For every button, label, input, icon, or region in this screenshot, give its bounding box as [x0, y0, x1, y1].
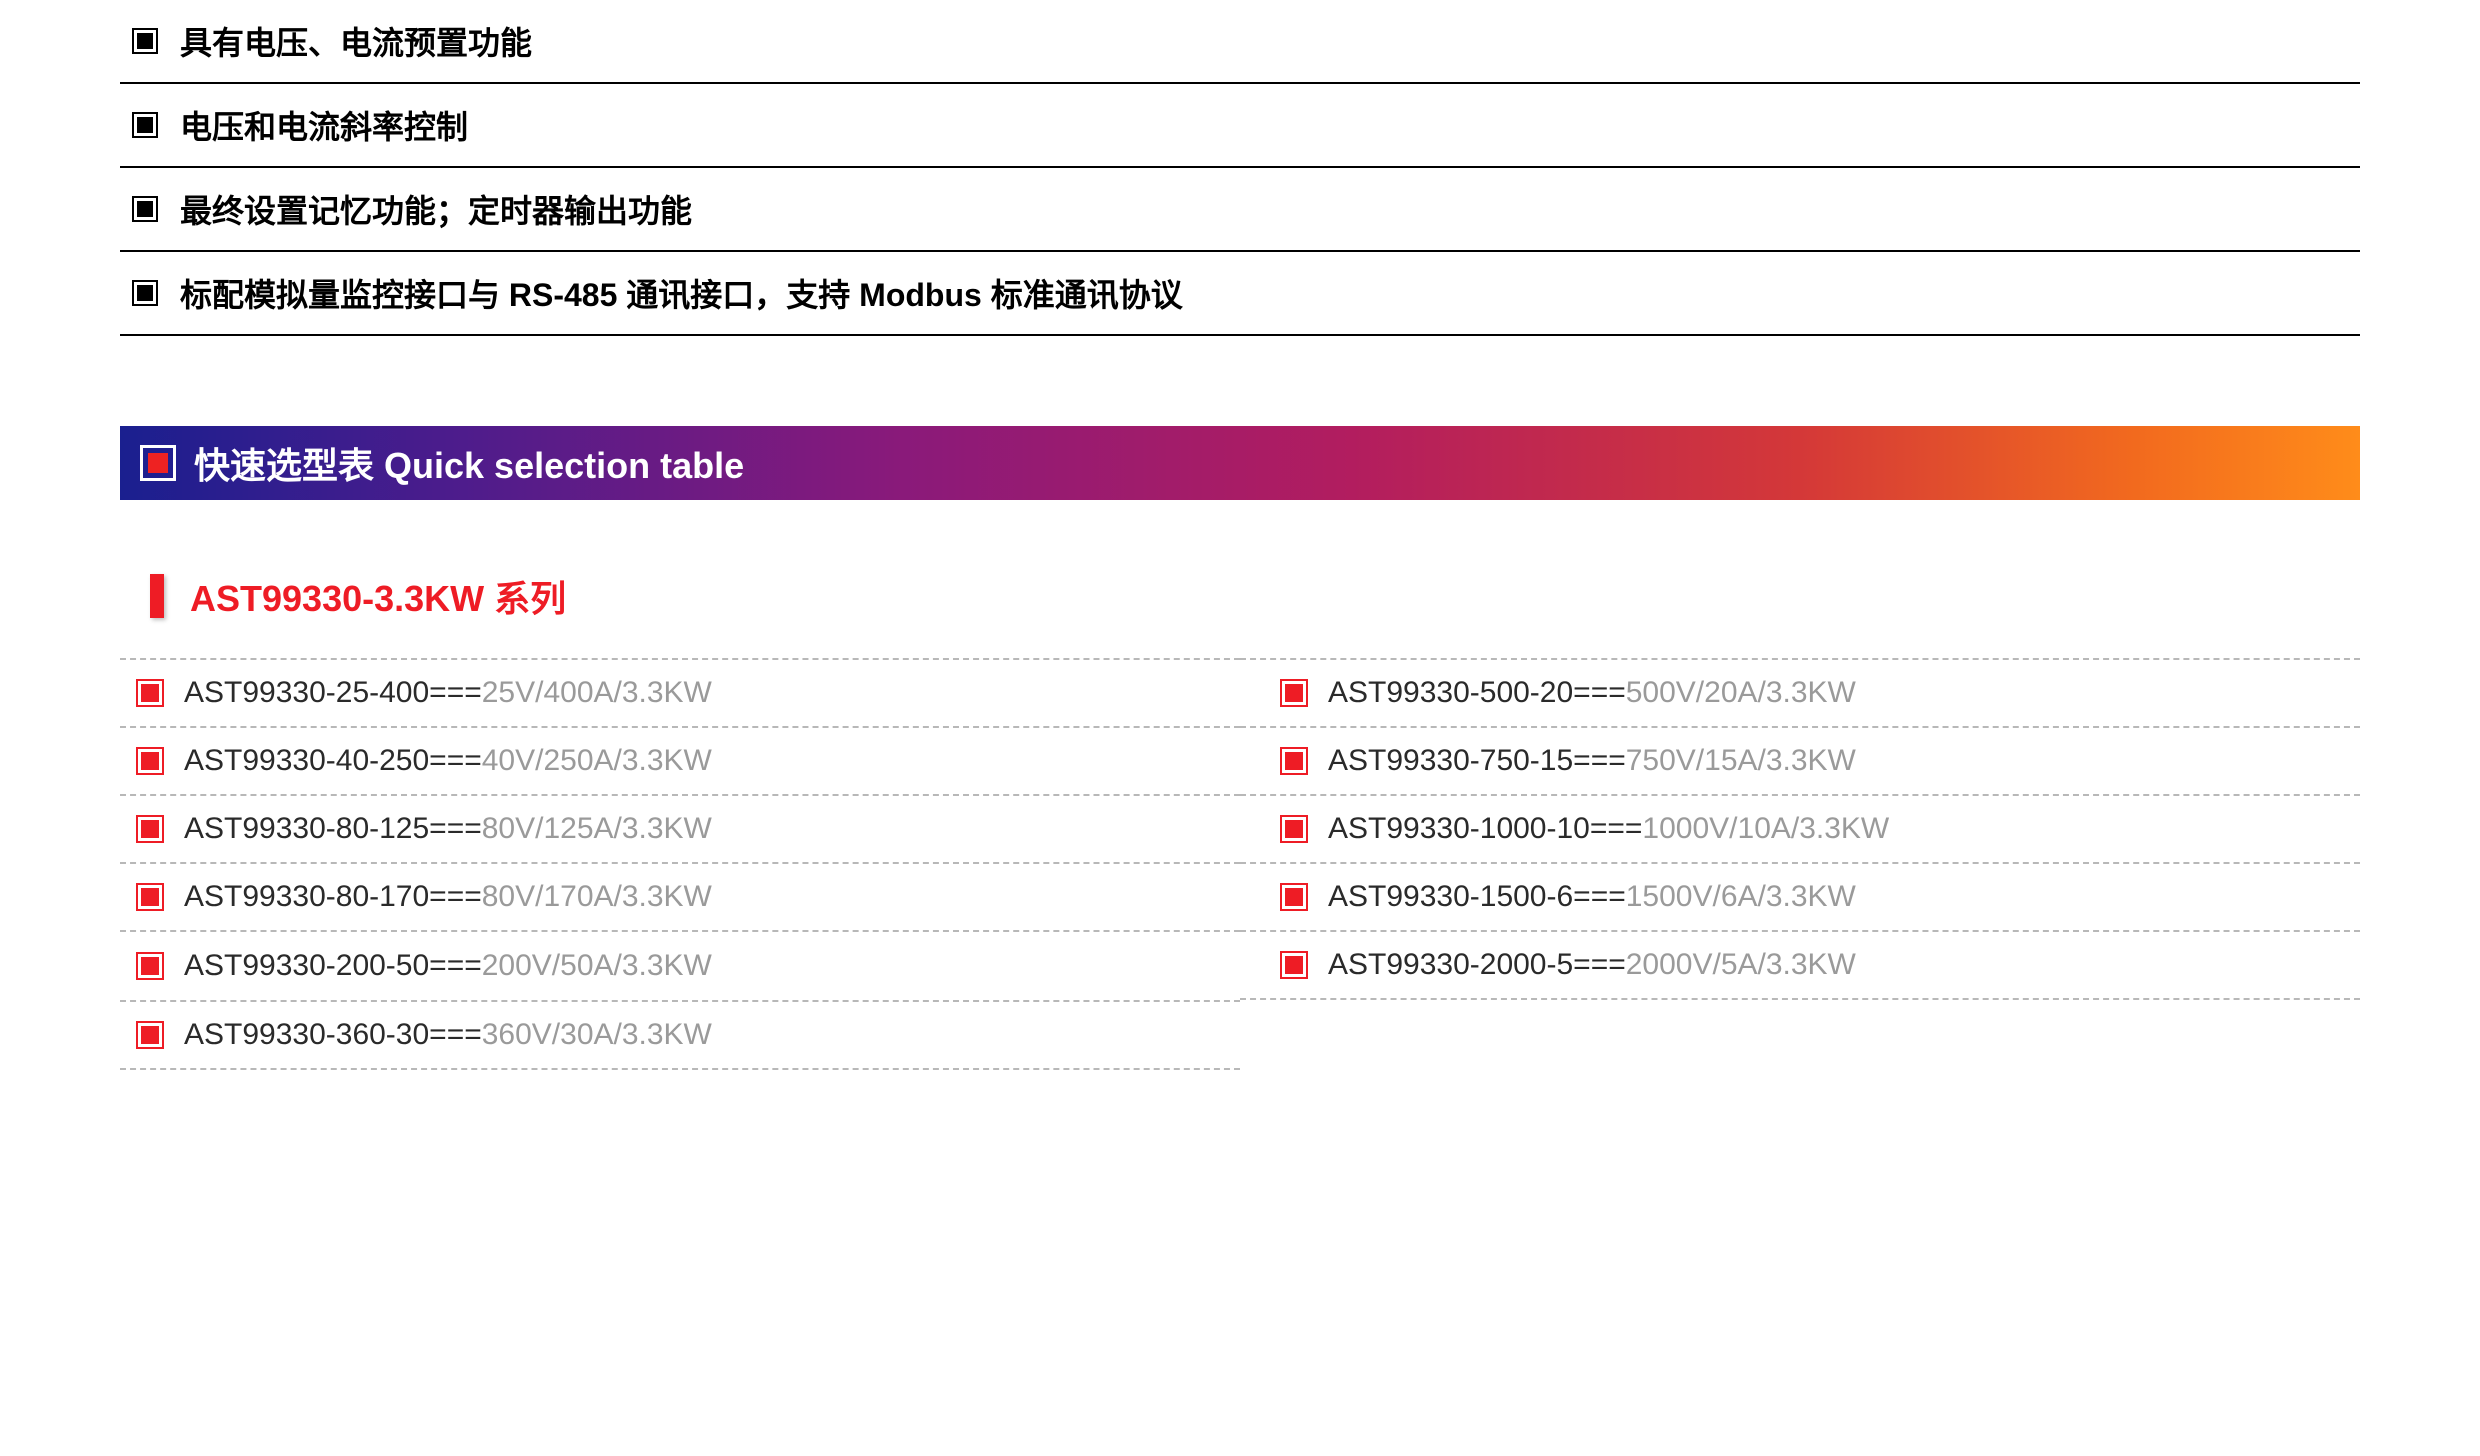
feature-item: 电压和电流斜率控制 — [120, 84, 2360, 168]
model-table: AST99330-25-400===25V/400A/3.3KW AST9933… — [120, 658, 2360, 1070]
model-code: AST99330-40-250=== — [184, 744, 482, 777]
model-spec: 80V/170A/3.3KW — [482, 880, 712, 913]
square-bullet-icon — [132, 196, 158, 222]
table-row: AST99330-25-400===25V/400A/3.3KW — [120, 658, 1240, 726]
model-spec: 80V/125A/3.3KW — [482, 812, 712, 845]
table-row: AST99330-80-170===80V/170A/3.3KW — [120, 862, 1240, 930]
feature-item: 具有电压、电流预置功能 — [120, 0, 2360, 84]
square-bullet-icon — [136, 747, 164, 775]
square-bullet-icon — [136, 679, 164, 707]
feature-text: 最终设置记忆功能；定时器输出功能 — [180, 186, 692, 232]
square-bullet-icon — [132, 280, 158, 306]
model-spec: 40V/250A/3.3KW — [482, 744, 712, 777]
square-bullet-icon — [136, 815, 164, 843]
model-spec: 360V/30A/3.3KW — [482, 1018, 712, 1051]
table-row: AST99330-360-30===360V/30A/3.3KW — [120, 1000, 1240, 1070]
square-bullet-icon — [1280, 951, 1308, 979]
square-bullet-icon — [1280, 747, 1308, 775]
vertical-bar-icon — [150, 574, 164, 618]
table-row: AST99330-80-125===80V/125A/3.3KW — [120, 794, 1240, 862]
feature-text: 标配模拟量监控接口与 RS-485 通讯接口，支持 Modbus 标准通讯协议 — [180, 270, 1183, 316]
model-spec: 750V/15A/3.3KW — [1626, 744, 1856, 777]
table-row: AST99330-750-15===750V/15A/3.3KW — [1240, 726, 2360, 794]
model-spec: 1000V/10A/3.3KW — [1642, 812, 1889, 845]
table-row: AST99330-500-20===500V/20A/3.3KW — [1240, 658, 2360, 726]
series-title: AST99330-3.3KW 系列 — [190, 570, 566, 622]
model-code: AST99330-500-20=== — [1328, 676, 1626, 709]
model-spec: 2000V/5A/3.3KW — [1626, 948, 1856, 981]
model-code: AST99330-80-125=== — [184, 812, 482, 845]
model-code: AST99330-750-15=== — [1328, 744, 1626, 777]
table-row: AST99330-2000-5===2000V/5A/3.3KW — [1240, 930, 2360, 1000]
square-bullet-icon — [132, 112, 158, 138]
model-spec: 200V/50A/3.3KW — [482, 949, 712, 982]
series-header: AST99330-3.3KW 系列 — [120, 570, 2360, 622]
square-bullet-icon — [136, 883, 164, 911]
square-bullet-icon — [1280, 679, 1308, 707]
model-spec: 25V/400A/3.3KW — [482, 676, 712, 709]
feature-item: 标配模拟量监控接口与 RS-485 通讯接口，支持 Modbus 标准通讯协议 — [120, 252, 2360, 336]
feature-item: 最终设置记忆功能；定时器输出功能 — [120, 168, 2360, 252]
table-row: AST99330-200-50===200V/50A/3.3KW — [120, 930, 1240, 1000]
square-bullet-icon — [140, 445, 176, 481]
model-code: AST99330-360-30=== — [184, 1018, 482, 1051]
model-code: AST99330-1000-10=== — [1328, 812, 1642, 845]
square-bullet-icon — [136, 952, 164, 980]
banner-title: 快速选型表 Quick selection table — [194, 437, 744, 489]
square-bullet-icon — [1280, 883, 1308, 911]
table-row-empty — [1240, 1000, 2360, 1070]
table-row: AST99330-1500-6===1500V/6A/3.3KW — [1240, 862, 2360, 930]
model-code: AST99330-200-50=== — [184, 949, 482, 982]
model-code: AST99330-2000-5=== — [1328, 948, 1626, 981]
square-bullet-icon — [132, 28, 158, 54]
section-banner: 快速选型表 Quick selection table — [120, 426, 2360, 500]
model-code: AST99330-25-400=== — [184, 676, 482, 709]
model-spec: 1500V/6A/3.3KW — [1626, 880, 1856, 913]
square-bullet-icon — [1280, 815, 1308, 843]
feature-text: 电压和电流斜率控制 — [180, 102, 468, 148]
model-code: AST99330-80-170=== — [184, 880, 482, 913]
feature-text: 具有电压、电流预置功能 — [180, 18, 532, 64]
table-row: AST99330-1000-10===1000V/10A/3.3KW — [1240, 794, 2360, 862]
page-container: 具有电压、电流预置功能 电压和电流斜率控制 最终设置记忆功能；定时器输出功能 标… — [0, 0, 2480, 1070]
table-row: AST99330-40-250===40V/250A/3.3KW — [120, 726, 1240, 794]
square-bullet-icon — [136, 1021, 164, 1049]
model-code: AST99330-1500-6=== — [1328, 880, 1626, 913]
model-spec: 500V/20A/3.3KW — [1626, 676, 1856, 709]
